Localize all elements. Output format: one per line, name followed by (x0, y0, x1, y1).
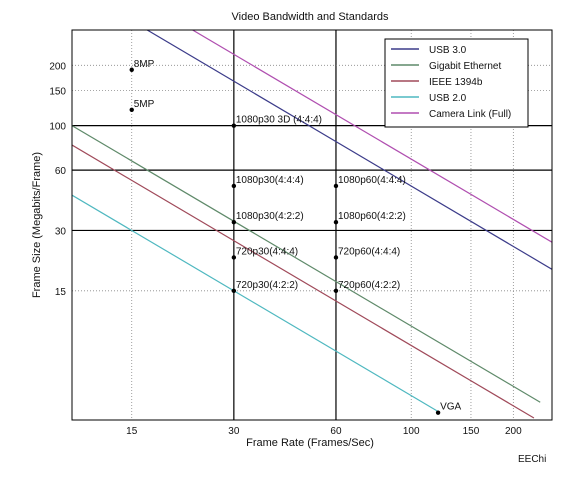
data-point (333, 219, 339, 225)
x-tick-label: 100 (403, 426, 420, 437)
legend-entry: Gigabit Ethernet (429, 61, 501, 72)
data-point-label: 1080p30(4:2:2) (236, 211, 304, 222)
series-lines (72, 30, 552, 419)
data-point (231, 183, 237, 189)
data-point (333, 183, 339, 189)
legend-entry: USB 2.0 (429, 93, 467, 104)
data-point (231, 123, 237, 128)
x-tick-label: 200 (505, 426, 522, 437)
data-point (231, 219, 237, 225)
data-point (333, 288, 339, 293)
series-line (72, 144, 535, 419)
data-point-label: 720p60(4:4:4) (338, 246, 400, 257)
data-point (231, 255, 237, 260)
data-points: 8MP 5MP 1080p30 3D (4:4:4) 1080p30(4:4:4) 10… (129, 59, 462, 415)
data-point-label: 720p60(4:2:2) (338, 280, 400, 291)
y-tick-label: 100 (49, 122, 66, 133)
data-point (333, 255, 339, 260)
x-tick-label: 150 (463, 426, 480, 437)
data-point-label: 720p30(4:4:4) (236, 246, 298, 257)
data-point (435, 410, 441, 415)
x-tick-label: 30 (228, 426, 240, 437)
data-point-label: 1080p60(4:4:4) (338, 175, 406, 186)
x-tick-label: 60 (330, 426, 342, 437)
series-line (72, 125, 541, 403)
y-tick-labels: 15 30 60 100 150 200 (49, 61, 66, 297)
x-tick-labels: 15 30 60 100 150 200 (126, 426, 522, 437)
y-tick-label: 150 (49, 86, 66, 97)
y-tick-label: 15 (55, 287, 67, 298)
legend-entry: USB 3.0 (429, 45, 467, 56)
data-point-label: 8MP (134, 59, 155, 70)
plot-frame (71, 29, 553, 421)
data-point-label: 1080p60(4:2:2) (338, 211, 406, 222)
x-tick-label: 15 (126, 426, 138, 437)
legend: USB 3.0 Gigabit Ethernet IEEE 1394b USB 2.0… (384, 38, 529, 128)
y-tick-label: 200 (49, 61, 66, 72)
chart-title: Video Bandwidth and Standards (232, 11, 389, 23)
data-point (129, 107, 134, 112)
y-axis-label: Frame Size (Megabits/Frame) (31, 152, 43, 298)
y-tick-label: 60 (55, 166, 67, 177)
legend-entry: IEEE 1394b (429, 77, 483, 88)
series-line (146, 30, 552, 270)
data-point-label: 5MP (134, 99, 155, 110)
data-point (129, 67, 134, 72)
data-point-label: 1080p30 3D (4:4:4) (236, 115, 322, 126)
data-point-label: 1080p30(4:4:4) (236, 175, 304, 186)
watermark: EEChi (518, 454, 547, 465)
x-axis-label: Frame Rate (Frames/Sec) (246, 437, 374, 449)
data-point-label: VGA (440, 402, 461, 413)
y-tick-label: 30 (55, 226, 67, 237)
data-point-label: 720p30(4:2:2) (236, 280, 298, 291)
data-point (231, 288, 237, 293)
series-line (191, 30, 552, 243)
legend-entry: Camera Link (Full) (429, 109, 511, 120)
series-line (72, 194, 439, 412)
